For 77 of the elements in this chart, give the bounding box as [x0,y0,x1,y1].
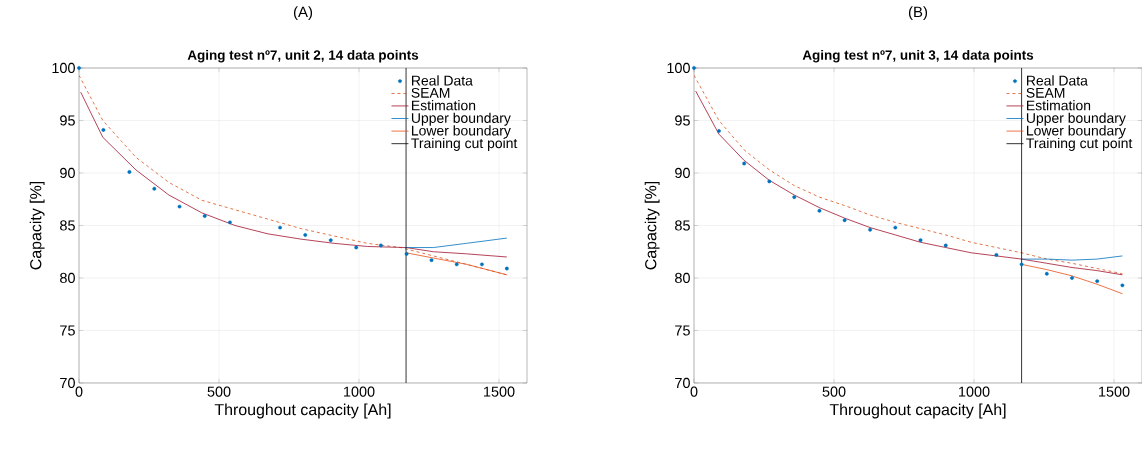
legend-label: Upper boundary [1026,112,1126,126]
point [943,243,948,248]
point [504,266,509,271]
point [817,208,822,213]
point [454,262,459,267]
point [404,251,409,256]
point [177,204,182,209]
x-tick-label: 1500 [1099,386,1130,397]
point [717,129,721,133]
y-tick-label: 90 [60,167,75,179]
point [792,195,797,200]
y-tick-label: 100 [667,62,690,74]
chart-title: Aging test nº7, unit 3, 14 data points [802,49,1034,63]
legend-label: SEAM [411,87,450,98]
x-tick-label: 1000 [959,386,990,397]
point [480,262,484,267]
y-axis-title: Capacity [%] [29,181,45,270]
point [152,186,157,191]
legend-label: Real Data [1027,75,1088,86]
y-tick-label: 75 [675,325,690,336]
legend-label: Real Data [412,75,473,86]
x-tick-label: 0 [690,386,698,397]
point [1070,276,1074,280]
x-tick-label: 1000 [344,386,375,397]
x-axis-title: Throughout capacity [Ah] [214,403,391,419]
point [842,218,847,223]
legend-label: SEAM [1026,87,1065,98]
point [303,233,308,237]
y-tick-label: 95 [60,115,75,126]
point [868,227,873,232]
point [328,238,333,243]
y-tick-label: 85 [60,220,75,231]
x-axis-title: Throughout capacity [Ah] [829,403,1006,419]
point [893,225,898,230]
x-tick-label: 0 [75,386,83,397]
y-tick-label: 95 [675,115,690,126]
chart-title: Aging test nº7, unit 2, 14 data points [187,49,419,63]
point [202,214,207,218]
point [378,243,383,248]
legend-label: Lower boundary [412,125,511,139]
point [1095,279,1100,284]
point [1019,262,1024,267]
point [77,66,81,70]
legend-label: Estimation [412,100,476,111]
x-tick-label: 1500 [484,386,515,397]
legend-label: Upper boundary [411,112,511,126]
y-tick-label: 75 [60,325,75,336]
y-tick-label: 100 [52,62,75,74]
y-tick-label: 80 [675,272,690,284]
y-tick-label: 70 [60,377,75,389]
x-tick-label: 500 [822,386,846,397]
point [1044,271,1049,276]
chart-subtitle: (B) [908,6,928,21]
line-series [1021,263,1123,295]
point [1120,283,1125,288]
legend-label: Estimation [1027,100,1091,111]
point [994,252,999,257]
point [127,170,132,174]
y-tick-label: 90 [675,167,690,179]
ref-line-label: Training cut point [411,137,518,151]
point [429,258,434,263]
x-tick-label: 500 [207,386,231,397]
point [354,245,359,250]
point [101,128,106,132]
y-axis-title: Capacity [%] [644,181,660,270]
point [692,66,696,70]
chart-subtitle: (A) [293,6,313,21]
point [228,220,232,225]
point [742,161,747,166]
point [767,179,772,184]
y-tick-label: 80 [60,272,75,284]
y-tick-label: 85 [675,220,690,231]
ref-line-label: Training cut point [1026,137,1133,151]
y-tick-label: 70 [675,377,690,389]
point [278,225,282,230]
point [918,238,923,243]
legend-label: Lower boundary [1027,125,1126,139]
